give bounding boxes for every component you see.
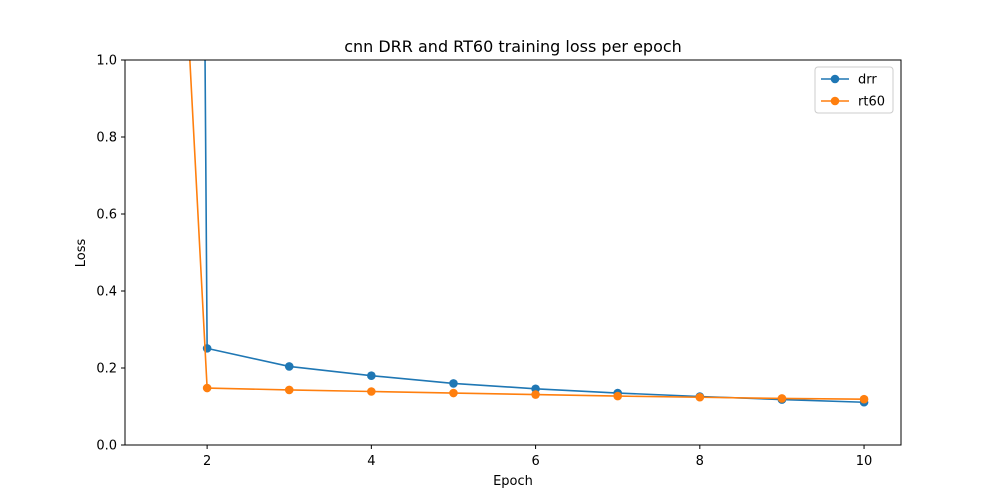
x-tick-label: 10 [856,454,873,469]
y-tick-label: 1.0 [96,54,117,69]
legend-label-rt60: rt60 [858,95,885,110]
data-point-rt60-3 [284,385,294,395]
axes: 2 4 6 8 10 0.0 0.2 0.4 0.6 0.8 1.0 [96,54,902,469]
data-point-drr-5 [449,379,458,388]
y-tick-label: 0.0 [96,439,117,454]
chart-title: cnn DRR and RT60 training loss per epoch [344,37,682,56]
x-tick-label: 2 [203,454,211,469]
legend-marker-drr [830,74,840,84]
legend-label-drr: drr [858,73,877,88]
x-tick-label: 6 [531,454,539,469]
x-tick-label: 8 [696,454,704,469]
data-point-rt60-9 [777,394,787,403]
data-point-rt60-2 [202,383,212,393]
data-point-drr-3 [284,362,294,371]
legend: drr rt60 [814,66,894,114]
data-point-drr-4 [367,371,376,381]
y-tick-label: 0.4 [96,285,117,300]
data-point-rt60-10 [859,394,869,404]
plot-frame [124,59,902,446]
y-tick-label: 0.6 [96,208,117,223]
data-point-rt60-8 [695,392,705,402]
legend-marker-rt60 [830,96,840,106]
data-point-rt60-7 [613,391,622,401]
series-line-rt60 [189,60,865,400]
plot-area [189,60,869,407]
data-point-rt60-6 [531,390,540,399]
data-point-rt60-5 [449,388,458,398]
data-point-rt60-4 [367,387,376,396]
y-tick-label: 0.2 [96,362,117,377]
x-axis-label: Epoch [493,474,533,489]
y-axis-label: Loss [74,239,89,268]
x-tick-label: 4 [367,454,375,469]
y-tick-label: 0.8 [96,131,117,146]
